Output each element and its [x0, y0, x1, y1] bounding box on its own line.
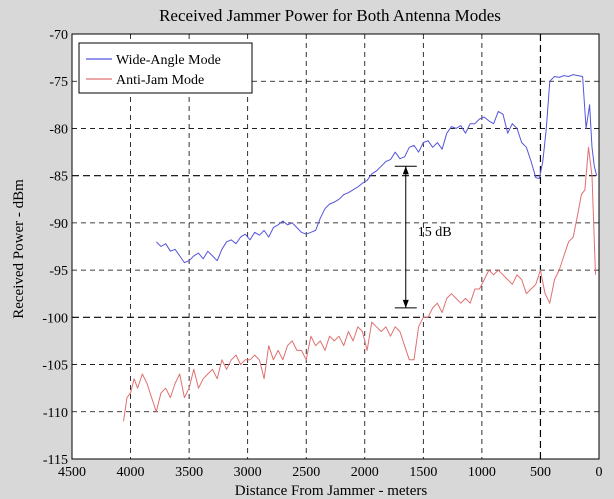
x-tick-label: 1000 — [468, 465, 496, 480]
legend-label-anti-jam: Anti-Jam Mode — [116, 73, 204, 88]
legend-box — [78, 42, 253, 94]
series-layer — [123, 74, 598, 422]
x-tick-label: 2500 — [292, 465, 320, 480]
plot-area — [71, 33, 600, 460]
y-tick-label: -110 — [43, 406, 68, 421]
x-tick-label: 3000 — [234, 465, 262, 480]
tick-labels: 4500 4000 3500 3000 2500 2000 1500 1000 500 0 -70 -… — [42, 28, 602, 480]
x-tick-label: 4000 — [117, 465, 145, 480]
chart-title: Received Jammer Power for Both Antenna M… — [159, 6, 501, 25]
annotation-layer: 15 dB — [394, 165, 452, 309]
y-tick-label: -95 — [49, 264, 68, 279]
x-tick-label: 0 — [596, 465, 603, 480]
y-axis-label: Received Power - dBm — [11, 179, 27, 319]
y-tick-label: -105 — [42, 359, 68, 374]
annotation-arrowhead-up — [402, 166, 409, 175]
x-tick-label: 1500 — [409, 465, 437, 480]
y-tick-label: -115 — [43, 453, 68, 468]
series-anti-jam-line — [123, 146, 596, 422]
x-tick-label: 2000 — [351, 465, 379, 480]
annotation-arrowhead-down — [402, 299, 409, 308]
x-tick-label: 500 — [530, 465, 551, 480]
annotation-label: 15 dB — [418, 225, 452, 240]
grid — [72, 34, 599, 459]
x-tick-label: 3500 — [175, 465, 203, 480]
series-wide-angle-line — [155, 74, 598, 264]
y-tick-label: -75 — [49, 75, 68, 90]
legend-label-wide-angle: Wide-Angle Mode — [116, 53, 221, 68]
y-tick-label: -100 — [42, 311, 68, 326]
y-tick-label: -80 — [49, 122, 68, 137]
y-tick-label: -70 — [49, 28, 68, 43]
y-tick-label: -85 — [49, 170, 68, 185]
x-axis-label: Distance From Jammer - meters — [235, 483, 428, 499]
legend: Wide-Angle Mode Anti-Jam Mode — [78, 42, 253, 94]
y-tick-label: -90 — [49, 217, 68, 232]
x-tick-label: 4500 — [58, 465, 86, 480]
